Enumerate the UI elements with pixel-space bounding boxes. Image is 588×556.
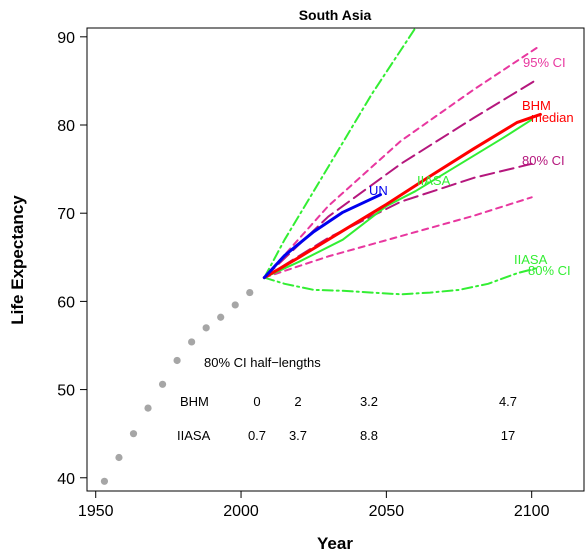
bhm-80-lower-line <box>263 78 539 279</box>
bhm-label: BHM <box>522 98 551 113</box>
y-tick-label: 50 <box>57 383 75 400</box>
observed-point <box>188 338 196 346</box>
observed-point <box>158 380 167 388</box>
x-axis-title: Year <box>317 534 353 553</box>
observed-point <box>202 324 210 332</box>
un-label: UN <box>369 183 388 198</box>
y-tick-label: 70 <box>57 206 75 223</box>
median-label: median <box>531 110 574 125</box>
y-axis-title: Life Expectancy <box>8 195 27 325</box>
ci-table-cell: 2 <box>294 394 301 409</box>
bhm-95-lower-line <box>263 196 533 279</box>
ci-table-title: 80% CI half−lengths <box>204 355 321 370</box>
y-tick-label: 60 <box>57 294 75 311</box>
iiasa-80-upper-line <box>263 28 417 279</box>
x-tick-label: 2050 <box>369 503 405 520</box>
bhm-95-upper-line <box>263 46 539 279</box>
observed-point <box>246 288 254 297</box>
ci80-label: 80% CI <box>522 153 565 168</box>
x-tick-label: 2100 <box>514 503 550 520</box>
observed-point <box>100 477 109 485</box>
ci-table-cell: 3.7 <box>289 428 307 443</box>
observed-point <box>129 430 138 438</box>
ci-table-row-label: IIASA <box>177 428 211 443</box>
ci-table-cell: 0 <box>253 394 260 409</box>
x-tick-label: 1950 <box>78 503 114 520</box>
ci95-label: 95% CI <box>523 55 566 70</box>
observed-point <box>115 453 123 462</box>
y-tick-label: 80 <box>57 118 75 135</box>
ci-table-row-label: BHM <box>180 394 209 409</box>
x-axis: 1950 2000 2050 2100 <box>78 491 550 520</box>
ci-table: 80% CI half−lengths BHM 0 2 3.2 4.7 IIAS… <box>177 355 517 443</box>
iiasa-low-ci-label: 80% CI <box>528 263 571 278</box>
x-tick-label: 2000 <box>223 503 259 520</box>
ci-table-cell: 4.7 <box>499 394 517 409</box>
ci-table-cell: 0.7 <box>248 428 266 443</box>
observed-point <box>217 313 225 321</box>
observed-point <box>173 356 181 365</box>
iiasa-label: IIASA <box>417 173 451 188</box>
y-tick-label: 90 <box>57 30 75 47</box>
observed-point <box>144 404 152 412</box>
iiasa-line <box>263 118 533 279</box>
bhm-median-line <box>262 112 542 280</box>
iiasa-low-label: IIASA <box>514 252 548 267</box>
iiasa-80-lower-line <box>263 266 539 296</box>
y-tick-label: 40 <box>57 471 75 488</box>
plot-frame <box>86 27 585 492</box>
bhm-80-upper-line <box>263 162 533 279</box>
un-line <box>262 193 382 280</box>
ci-table-cell: 3.2 <box>360 394 378 409</box>
ci-table-cell: 8.8 <box>360 428 378 443</box>
series-layer <box>100 28 542 485</box>
observed-point <box>231 301 239 309</box>
y-axis: 40 50 60 70 80 90 <box>57 30 87 488</box>
chart-title: South Asia <box>299 7 372 23</box>
ci-table-cell: 17 <box>501 428 515 443</box>
